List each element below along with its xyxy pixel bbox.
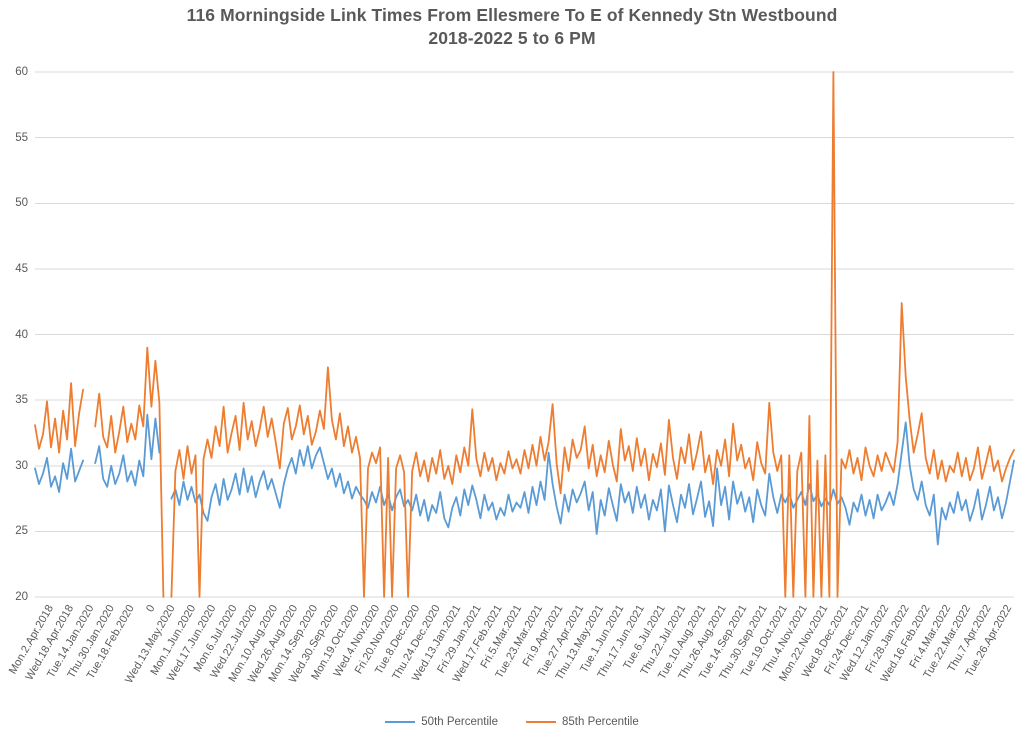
- y-tick-label-50: 50: [15, 197, 28, 210]
- y-tick-label-60: 60: [15, 66, 28, 78]
- y-tick-label-20: 20: [15, 591, 28, 603]
- y-tick-label-30: 30: [15, 459, 28, 472]
- legend-line-swatch-85th: [526, 720, 556, 724]
- legend-label-85th: 85th Percentile: [562, 716, 639, 728]
- x-tick-label: 0: [144, 603, 158, 615]
- y-tick-label-45: 45: [15, 262, 28, 275]
- legend-item-85th-percentile: 85th Percentile: [526, 716, 639, 728]
- y-tick-label-40: 40: [15, 328, 28, 341]
- legend-line-swatch-50th: [385, 720, 416, 724]
- chart-title-line2: 2018-2022 5 to 6 PM: [428, 28, 596, 49]
- legend-item-50th-percentile: 50th Percentile: [385, 716, 498, 728]
- legend-label-50th: 50th Percentile: [421, 716, 498, 728]
- y-tick-label-35: 35: [15, 394, 28, 407]
- y-tick-label-55: 55: [15, 131, 28, 144]
- series-line-50th-percentile: [34, 413, 1015, 546]
- y-tick-label-25: 25: [15, 525, 28, 538]
- chart-title-line1: 116 Morningside Link Times From Ellesmer…: [186, 5, 838, 25]
- plot-area: [34, 71, 1015, 598]
- chart-title: 116 Morningside Link Times From Ellesmer…: [0, 4, 1024, 50]
- series-line-85th-percentile: [34, 71, 1015, 598]
- legend: 50th Percentile 85th Percentile: [0, 716, 1024, 728]
